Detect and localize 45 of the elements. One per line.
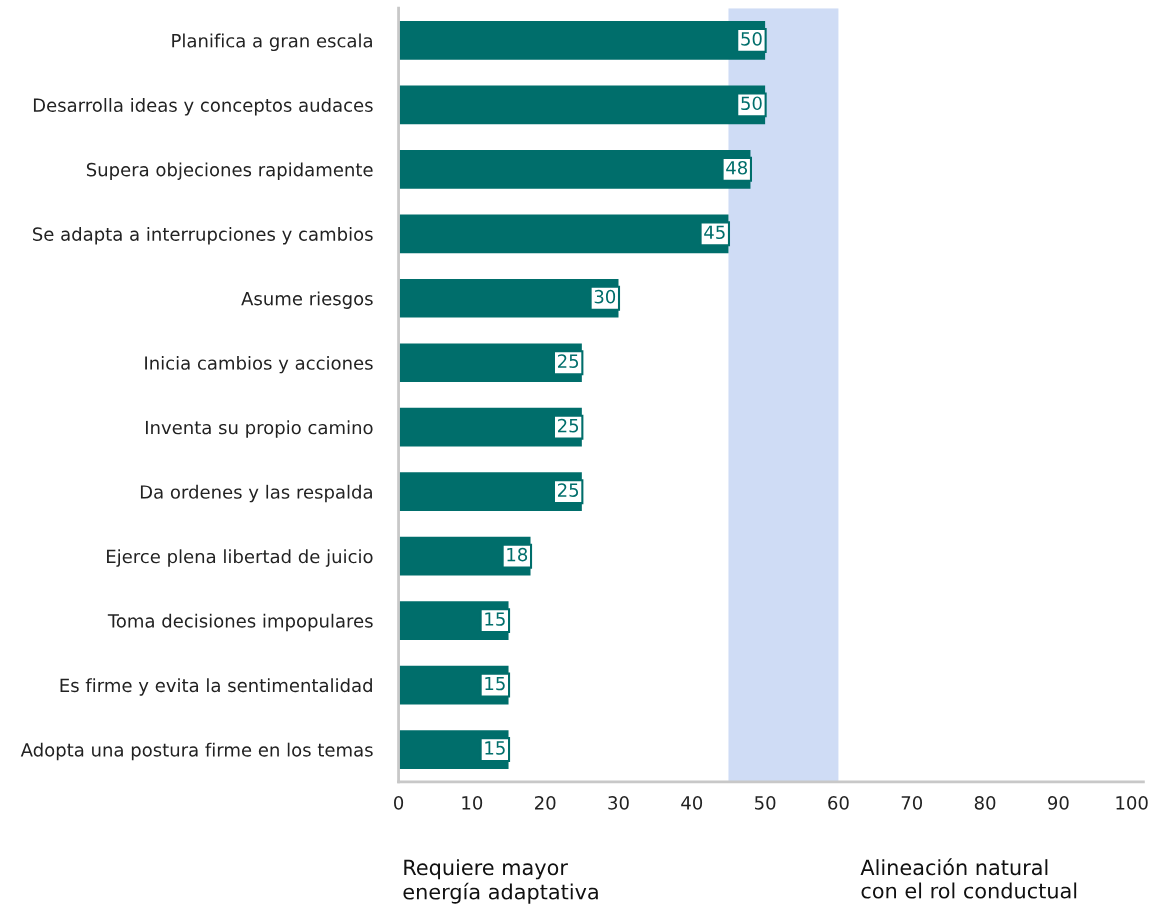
bar — [398, 214, 729, 254]
x-tick-label: 100 — [1116, 796, 1148, 810]
x-tick-label: 0 — [394, 796, 404, 810]
y-tick-label: Inventa su propio camino — [145, 420, 373, 438]
bar — [398, 150, 751, 189]
y-tick-label: Es firme y evita la sentimentalidad — [60, 678, 372, 696]
y-tick-label: Inicia cambios y acciones — [145, 355, 373, 374]
data-label: 18 — [507, 547, 528, 562]
y-tick-label: Planifica a gran escala — [172, 33, 372, 52]
y-tick-label: Da ordenes y las respalda — [140, 484, 372, 503]
x-tick-label: 60 — [828, 796, 849, 810]
x-tick-label: 80 — [974, 796, 996, 810]
y-tick-label: Se adapta a interrupciones y cambios — [33, 226, 373, 245]
y-tick-label: Ejerce plena libertad de juicio — [107, 549, 373, 567]
bar — [398, 343, 582, 383]
data-label: 30 — [594, 289, 616, 304]
x-tick-label: 50 — [755, 796, 776, 810]
data-label: 15 — [485, 612, 505, 626]
data-label: 15 — [485, 676, 505, 691]
y-tick-label: Desarrolla ideas y conceptos audaces — [33, 98, 373, 116]
data-label: 45 — [704, 225, 725, 240]
y-tick-label: Toma decisiones impopulares — [107, 613, 373, 632]
x-tick-label: 40 — [681, 796, 703, 810]
x-tick-label: 30 — [608, 796, 629, 810]
x-tick-label: 70 — [901, 796, 923, 810]
y-tick-label: Supera objeciones rapidamente — [86, 162, 373, 180]
bar — [398, 85, 766, 125]
bar — [398, 472, 582, 512]
data-label: 25 — [557, 354, 579, 368]
bar — [398, 407, 582, 447]
x-tick-label: 90 — [1048, 796, 1069, 810]
bar — [398, 21, 766, 60]
y-tick-label: Adopta una postura firme en los temas — [20, 742, 373, 761]
text: Alineación natural con el rol conductual — [860, 858, 1077, 899]
x-tick-label: 10 — [462, 796, 483, 810]
data-label: 25 — [557, 418, 579, 433]
data-label: 48 — [726, 160, 748, 175]
y-tick-label: Asume riesgos — [241, 291, 373, 309]
data-label: 50 — [741, 96, 762, 111]
bar — [398, 278, 619, 318]
data-label: 15 — [485, 741, 505, 755]
text: Requiere mayor energía adaptativa — [403, 859, 598, 904]
x-tick-label: 20 — [535, 796, 556, 810]
data-label: 50 — [741, 31, 762, 46]
data-label: 25 — [557, 483, 579, 497]
